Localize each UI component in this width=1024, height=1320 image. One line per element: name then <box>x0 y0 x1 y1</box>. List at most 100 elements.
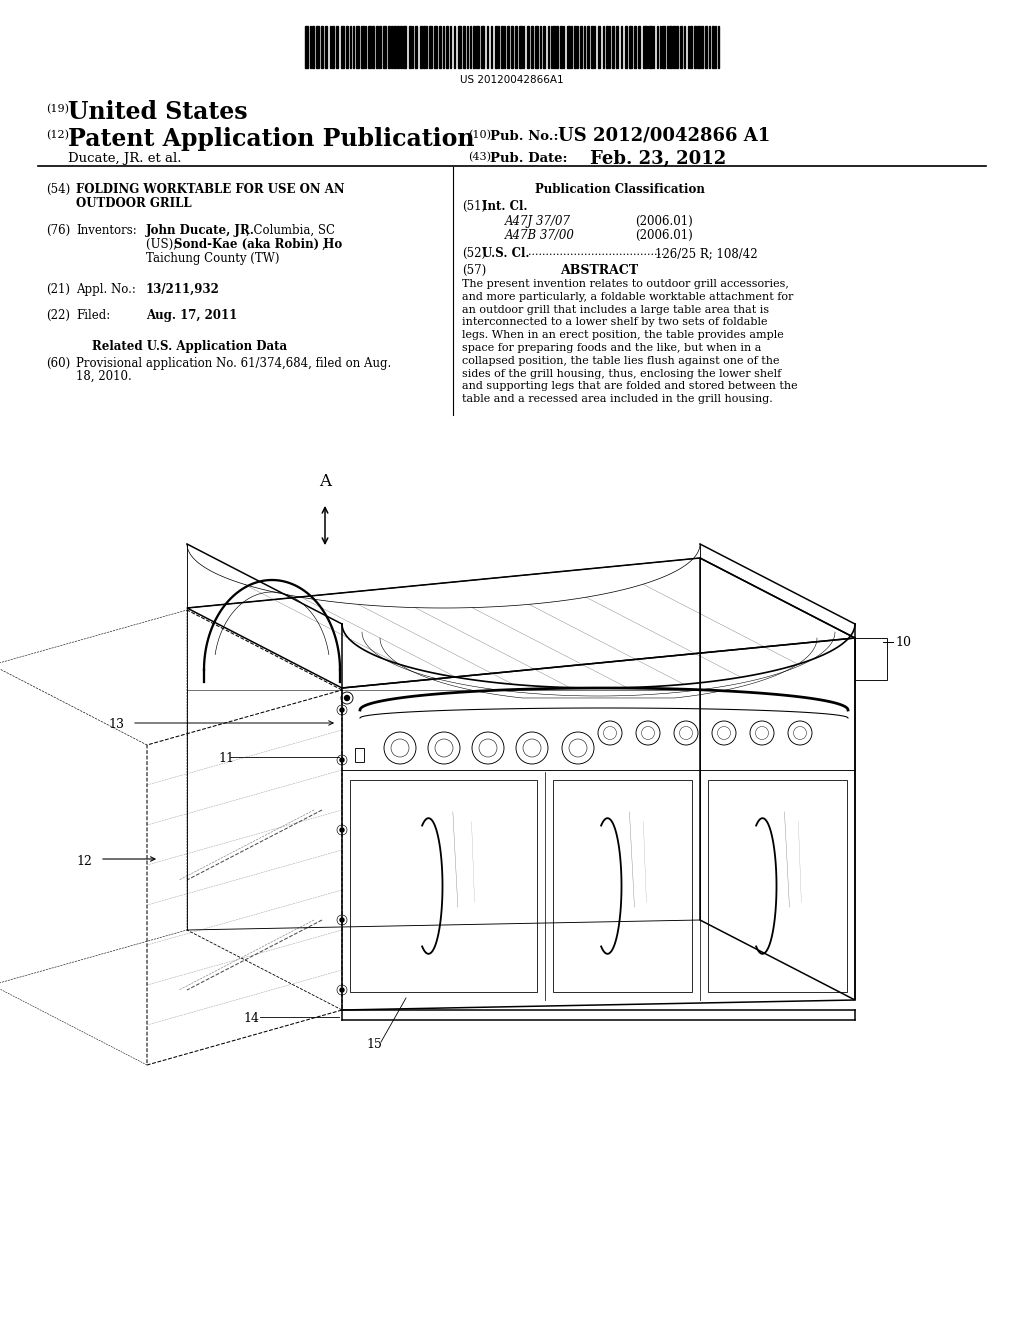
Text: (57): (57) <box>462 264 486 277</box>
Text: Appl. No.:: Appl. No.: <box>76 282 136 296</box>
Bar <box>611 26 613 69</box>
Bar <box>673 26 675 69</box>
Text: and more particularly, a foldable worktable attachment for: and more particularly, a foldable workta… <box>462 292 794 302</box>
Bar <box>570 26 572 69</box>
Bar <box>345 26 347 69</box>
Bar <box>553 26 555 69</box>
Text: OUTDOOR GRILL: OUTDOOR GRILL <box>76 197 191 210</box>
Text: 15: 15 <box>366 1038 382 1051</box>
Bar <box>511 26 513 69</box>
Bar <box>409 26 411 69</box>
Bar <box>634 26 636 69</box>
Bar <box>454 26 455 69</box>
Text: Aug. 17, 2011: Aug. 17, 2011 <box>146 309 238 322</box>
Bar <box>621 26 622 69</box>
Bar <box>312 26 314 69</box>
Text: ABSTRACT: ABSTRACT <box>560 264 638 277</box>
Text: legs. When in an erect position, the table provides ample: legs. When in an erect position, the tab… <box>462 330 783 341</box>
Text: A47B 37/00: A47B 37/00 <box>505 228 574 242</box>
Text: (US);: (US); <box>146 238 181 251</box>
Text: United States: United States <box>68 100 248 124</box>
Bar <box>495 26 497 69</box>
Bar <box>387 26 390 69</box>
Text: Pub. No.:: Pub. No.: <box>490 129 558 143</box>
Text: .......................................: ....................................... <box>528 247 665 257</box>
Bar <box>372 26 374 69</box>
Text: 13: 13 <box>108 718 124 731</box>
Text: Inventors:: Inventors: <box>76 224 137 238</box>
Bar <box>649 26 652 69</box>
Bar <box>559 26 561 69</box>
Bar <box>341 26 343 69</box>
Circle shape <box>340 828 344 832</box>
Bar <box>476 26 478 69</box>
Bar <box>412 26 413 69</box>
Bar <box>580 26 582 69</box>
Bar <box>690 26 692 69</box>
Bar <box>446 26 449 69</box>
Bar <box>709 26 710 69</box>
Bar <box>625 26 627 69</box>
Bar <box>687 26 689 69</box>
Text: space for preparing foods and the like, but when in a: space for preparing foods and the like, … <box>462 343 762 352</box>
Bar <box>438 26 441 69</box>
Bar <box>490 26 492 69</box>
Text: (21): (21) <box>46 282 70 296</box>
Bar <box>429 26 431 69</box>
Bar <box>467 26 468 69</box>
Bar <box>642 26 645 69</box>
Text: 14: 14 <box>243 1012 259 1026</box>
Text: (43): (43) <box>468 152 490 162</box>
Bar <box>555 26 557 69</box>
Bar <box>515 26 517 69</box>
Bar <box>481 26 483 69</box>
Text: 18, 2010.: 18, 2010. <box>76 370 132 383</box>
Bar <box>608 26 610 69</box>
Bar <box>597 26 600 69</box>
Text: US 2012/0042866 A1: US 2012/0042866 A1 <box>558 127 770 145</box>
Bar <box>527 26 529 69</box>
Text: (2006.01): (2006.01) <box>635 215 693 228</box>
Bar <box>397 26 399 69</box>
Bar <box>442 26 444 69</box>
Text: (19): (19) <box>46 104 69 115</box>
Bar <box>463 26 465 69</box>
Bar <box>683 26 685 69</box>
Bar <box>349 26 351 69</box>
Bar <box>403 26 406 69</box>
Text: sides of the grill housing, thus, enclosing the lower shelf: sides of the grill housing, thus, enclos… <box>462 368 781 379</box>
Circle shape <box>340 987 344 993</box>
Bar <box>394 26 395 69</box>
Text: Int. Cl.: Int. Cl. <box>482 201 527 213</box>
Bar <box>662 26 665 69</box>
Text: 126/25 R; 108/42: 126/25 R; 108/42 <box>655 247 758 260</box>
Bar <box>693 26 695 69</box>
Bar <box>567 26 569 69</box>
Text: ,: , <box>322 238 326 251</box>
Text: (2006.01): (2006.01) <box>635 228 693 242</box>
Bar <box>712 26 714 69</box>
Text: (54): (54) <box>46 183 71 195</box>
Bar <box>669 26 672 69</box>
Text: (76): (76) <box>46 224 71 238</box>
Text: Sond-Kae (aka Robin) Ho: Sond-Kae (aka Robin) Ho <box>174 238 342 251</box>
Bar <box>356 26 359 69</box>
Bar <box>355 748 364 762</box>
Bar <box>543 26 545 69</box>
Text: Filed:: Filed: <box>76 309 111 322</box>
Bar <box>680 26 682 69</box>
Bar <box>325 26 327 69</box>
Bar <box>591 26 593 69</box>
Bar <box>584 26 585 69</box>
Circle shape <box>340 758 344 762</box>
Bar <box>501 26 503 69</box>
Text: The present invention relates to outdoor grill accessories,: The present invention relates to outdoor… <box>462 279 788 289</box>
Text: 10: 10 <box>895 636 911 649</box>
Bar <box>450 26 451 69</box>
Text: (12): (12) <box>46 129 69 140</box>
Bar <box>676 26 678 69</box>
Bar <box>507 26 509 69</box>
Bar <box>697 26 699 69</box>
Bar <box>391 26 392 69</box>
Bar <box>352 26 354 69</box>
